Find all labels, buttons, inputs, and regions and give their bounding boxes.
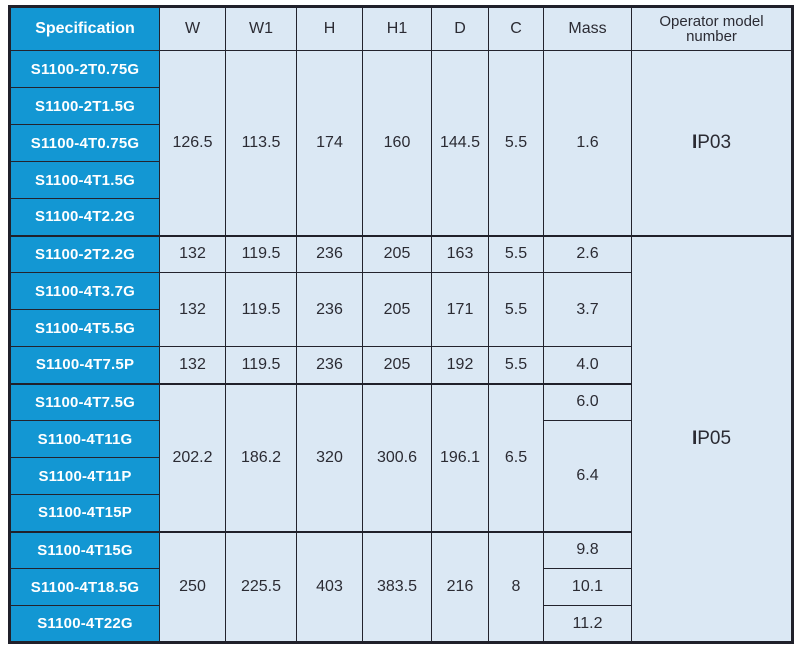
table-row: S1100-4T7.5P 132 119.5 236 205 192 5.5 4… [9,346,793,384]
spec-cell: S1100-4T7.5G [9,382,160,421]
cell-mass-g4a: 9.8 [543,530,632,569]
cell-h-r9: 236 [296,346,363,384]
spec-cell: S1100-4T18.5G [9,568,160,606]
cell-h-g3: 320 [296,382,363,532]
cell-w-r9: 132 [159,346,226,384]
cell-h-g4: 403 [296,530,363,643]
cell-w1-g1: 113.5 [225,50,297,236]
table-row: S1100-4T15G 250 225.5 403 383.5 216 8 9.… [9,530,793,643]
cell-c-r9: 5.5 [488,346,544,384]
table-row: S1100-2T0.75G 126.5 113.5 174 160 144.5 … [9,50,793,236]
cell-w1-r6: 119.5 [225,234,297,273]
cell-w1-g3: 186.2 [225,382,297,532]
cell-mass-g1: 1.6 [543,50,632,236]
dimension-spec-table: Specification W W1 H H1 D C Mass Operato… [8,5,794,644]
cell-h1-g1: 160 [362,50,432,236]
cell-c-g3: 6.5 [488,382,544,532]
cell-w-r6: 132 [159,234,226,273]
cell-w1-r9: 119.5 [225,346,297,384]
header-c: C [488,6,544,51]
header-operator-model-number: Operator model number [631,6,793,51]
header-w: W [159,6,226,51]
cell-h-r6: 236 [296,234,363,273]
operator-label: IP03 [691,131,732,153]
spec-cell: S1100-4T7.5P [9,346,160,384]
spec-cell: S1100-2T1.5G [9,87,160,125]
spec-cell: S1100-4T0.75G [9,124,160,162]
spec-cell: S1100-4T2.2G [9,198,160,236]
cell-operator-ip03: IP03 [631,50,793,236]
table-row: S1100-4T11P [9,457,793,495]
spec-cell: S1100-4T1.5G [9,161,160,199]
table-row: S1100-2T1.5G [9,87,793,125]
cell-w-g2: 132 [159,272,226,347]
cell-mass-g3a: 6.0 [543,382,632,421]
cell-mass-g4c: 11.2 [543,605,632,643]
header-row: Specification W W1 H H1 D C Mass Operato… [9,6,793,51]
cell-mass-r9: 4.0 [543,346,632,384]
header-h1: H1 [362,6,432,51]
cell-mass-g3b: 6.4 [543,420,632,532]
header-d: D [431,6,489,51]
table-row: S1100-4T7.5G 202.2 186.2 320 300.6 196.1… [9,382,793,532]
cell-d-r6: 163 [431,234,489,273]
table-row: S1100-4T0.75G [9,124,793,162]
spec-cell: S1100-4T22G [9,605,160,643]
header-specification: Specification [9,6,160,51]
spec-cell: S1100-2T0.75G [9,50,160,88]
spec-cell: S1100-2T2.2G [9,234,160,273]
table-row: S1100-4T3.7G 132 119.5 236 205 171 5.5 3… [9,272,793,347]
table-row: S1100-4T22G 11.2 [9,605,793,643]
cell-h1-g3: 300.6 [362,382,432,532]
cell-h-g2: 236 [296,272,363,347]
cell-w1-g4: 225.5 [225,530,297,643]
spec-cell: S1100-4T15G [9,530,160,569]
cell-operator-ip05: IP05 [631,234,793,643]
table-row: S1100-4T5.5G [9,309,793,347]
cell-d-g1: 144.5 [431,50,489,236]
table-row: S1100-4T2.2G [9,198,793,236]
operator-label: IP05 [691,427,732,449]
header-mass: Mass [543,6,632,51]
cell-c-g2: 5.5 [488,272,544,347]
cell-h1-r9: 205 [362,346,432,384]
spec-cell: S1100-4T3.7G [9,272,160,310]
cell-h1-g4: 383.5 [362,530,432,643]
cell-mass-g2: 3.7 [543,272,632,347]
cell-d-g2: 171 [431,272,489,347]
spec-cell: S1100-4T11P [9,457,160,495]
table-row: S1100-4T11G 6.4 [9,420,793,532]
spec-cell: S1100-4T5.5G [9,309,160,347]
header-h: H [296,6,363,51]
cell-w-g1: 126.5 [159,50,226,236]
cell-c-r6: 5.5 [488,234,544,273]
cell-d-g4: 216 [431,530,489,643]
cell-w-g3: 202.2 [159,382,226,532]
cell-h1-g2: 205 [362,272,432,347]
table-row: S1100-4T18.5G 10.1 [9,568,793,606]
cell-d-g3: 196.1 [431,382,489,532]
cell-mass-r6: 2.6 [543,234,632,273]
table-row: S1100-2T2.2G 132 119.5 236 205 163 5.5 2… [9,234,793,643]
cell-h-g1: 174 [296,50,363,236]
cell-c-g1: 5.5 [488,50,544,236]
header-w1: W1 [225,6,297,51]
cell-d-r9: 192 [431,346,489,384]
spec-cell: S1100-4T15P [9,494,160,532]
spec-cell: S1100-4T11G [9,420,160,458]
cell-w1-g2: 119.5 [225,272,297,347]
cell-h1-r6: 205 [362,234,432,273]
cell-w-g4: 250 [159,530,226,643]
cell-mass-g4b: 10.1 [543,568,632,606]
cell-c-g4: 8 [488,530,544,643]
table-row: S1100-4T15P [9,494,793,532]
